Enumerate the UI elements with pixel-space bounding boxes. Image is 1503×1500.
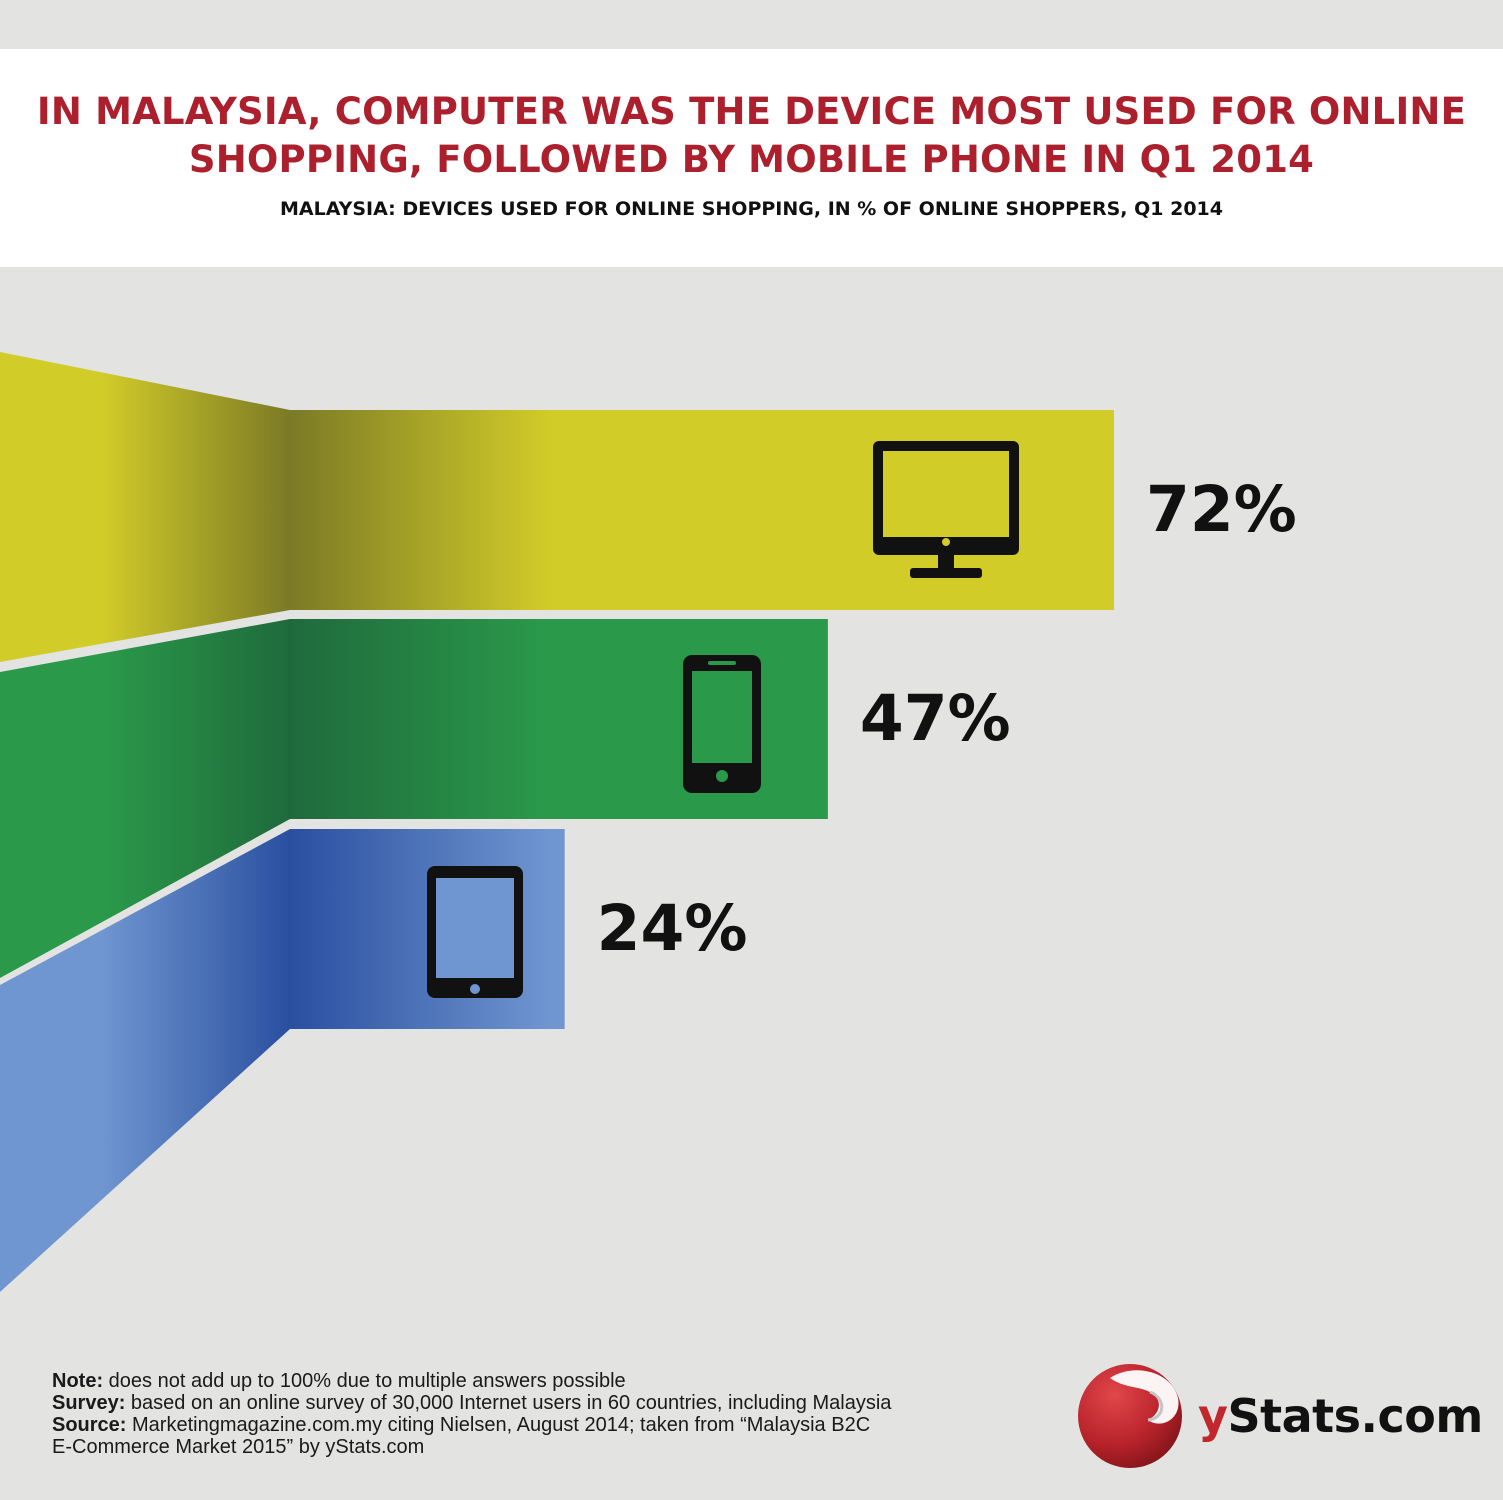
computer-monitor-icon <box>873 441 1019 578</box>
value-label-2: 24% <box>597 892 748 965</box>
note-line: Note: does not add up to 100% due to mul… <box>52 1370 1062 1392</box>
page-title: IN MALAYSIA, COMPUTER WAS THE DEVICE MOS… <box>0 88 1503 184</box>
title-line-1: IN MALAYSIA, COMPUTER WAS THE DEVICE MOS… <box>36 90 1467 133</box>
title-line-2: SHOPPING, FOLLOWED BY MOBILE PHONE IN Q1… <box>188 138 1315 181</box>
chart-subtitle: MALAYSIA: DEVICES USED FOR ONLINE SHOPPI… <box>280 198 1223 220</box>
source-line: Source: Marketingmagazine.com.my citing … <box>52 1414 1062 1436</box>
source-line-2: E-Commerce Market 2015” by yStats.com <box>52 1436 425 1458</box>
survey-text: based on an online survey of 30,000 Inte… <box>125 1392 892 1414</box>
mobile-phone-icon <box>683 655 761 793</box>
value-label-1: 47% <box>860 682 1011 755</box>
logo-y: y <box>1198 1389 1228 1443</box>
logo-rest: Stats.com <box>1227 1389 1484 1443</box>
ystats-logo-mark <box>1078 1364 1182 1468</box>
survey-line: Survey: based on an online survey of 30,… <box>52 1392 1062 1414</box>
tablet-icon <box>427 866 523 998</box>
source-text: Marketingmagazine.com.my citing Nielsen,… <box>126 1414 871 1436</box>
bar-ribbon-2 <box>0 829 290 1292</box>
source-label: Source: <box>52 1414 127 1436</box>
footnotes: Note: does not add up to 100% due to mul… <box>52 1370 1062 1458</box>
survey-label: Survey: <box>52 1392 126 1414</box>
ystats-logo-text: yStats.com <box>1198 1389 1483 1443</box>
bar-ribbon-1 <box>0 619 290 978</box>
note-label: Note: <box>52 1370 104 1392</box>
note-text: does not add up to 100% due to multiple … <box>103 1370 626 1392</box>
bar-ribbon-0 <box>0 352 290 662</box>
header-panel <box>0 49 1503 267</box>
value-label-0: 72% <box>1146 473 1297 546</box>
